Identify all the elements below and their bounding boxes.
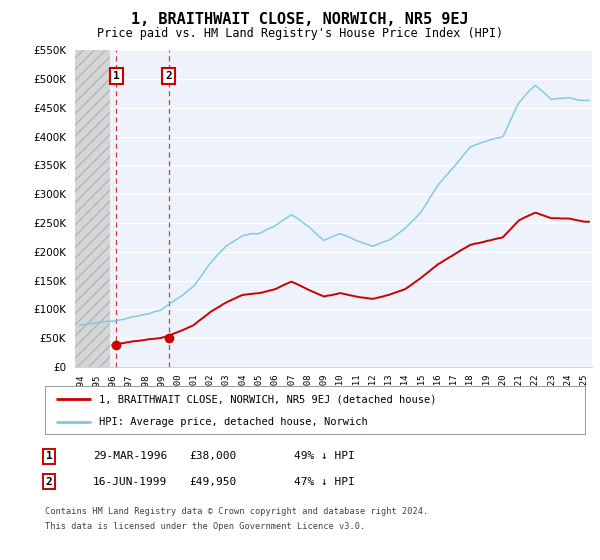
Bar [75,50,110,367]
Text: 1: 1 [46,451,53,461]
Text: £49,950: £49,950 [189,477,236,487]
Text: 1: 1 [113,71,119,81]
Text: 47% ↓ HPI: 47% ↓ HPI [294,477,355,487]
Text: Contains HM Land Registry data © Crown copyright and database right 2024.: Contains HM Land Registry data © Crown c… [45,507,428,516]
Text: HPI: Average price, detached house, Norwich: HPI: Average price, detached house, Norw… [99,417,368,427]
Text: 2: 2 [46,477,53,487]
Text: 1, BRAITHWAIT CLOSE, NORWICH, NR5 9EJ: 1, BRAITHWAIT CLOSE, NORWICH, NR5 9EJ [131,12,469,27]
Text: This data is licensed under the Open Government Licence v3.0.: This data is licensed under the Open Gov… [45,522,365,531]
Text: Price paid vs. HM Land Registry's House Price Index (HPI): Price paid vs. HM Land Registry's House … [97,27,503,40]
Text: 16-JUN-1999: 16-JUN-1999 [93,477,167,487]
Text: 29-MAR-1996: 29-MAR-1996 [93,451,167,461]
Text: 2: 2 [166,71,172,81]
Text: 49% ↓ HPI: 49% ↓ HPI [294,451,355,461]
Text: £38,000: £38,000 [189,451,236,461]
Text: 1, BRAITHWAIT CLOSE, NORWICH, NR5 9EJ (detached house): 1, BRAITHWAIT CLOSE, NORWICH, NR5 9EJ (d… [99,394,437,404]
